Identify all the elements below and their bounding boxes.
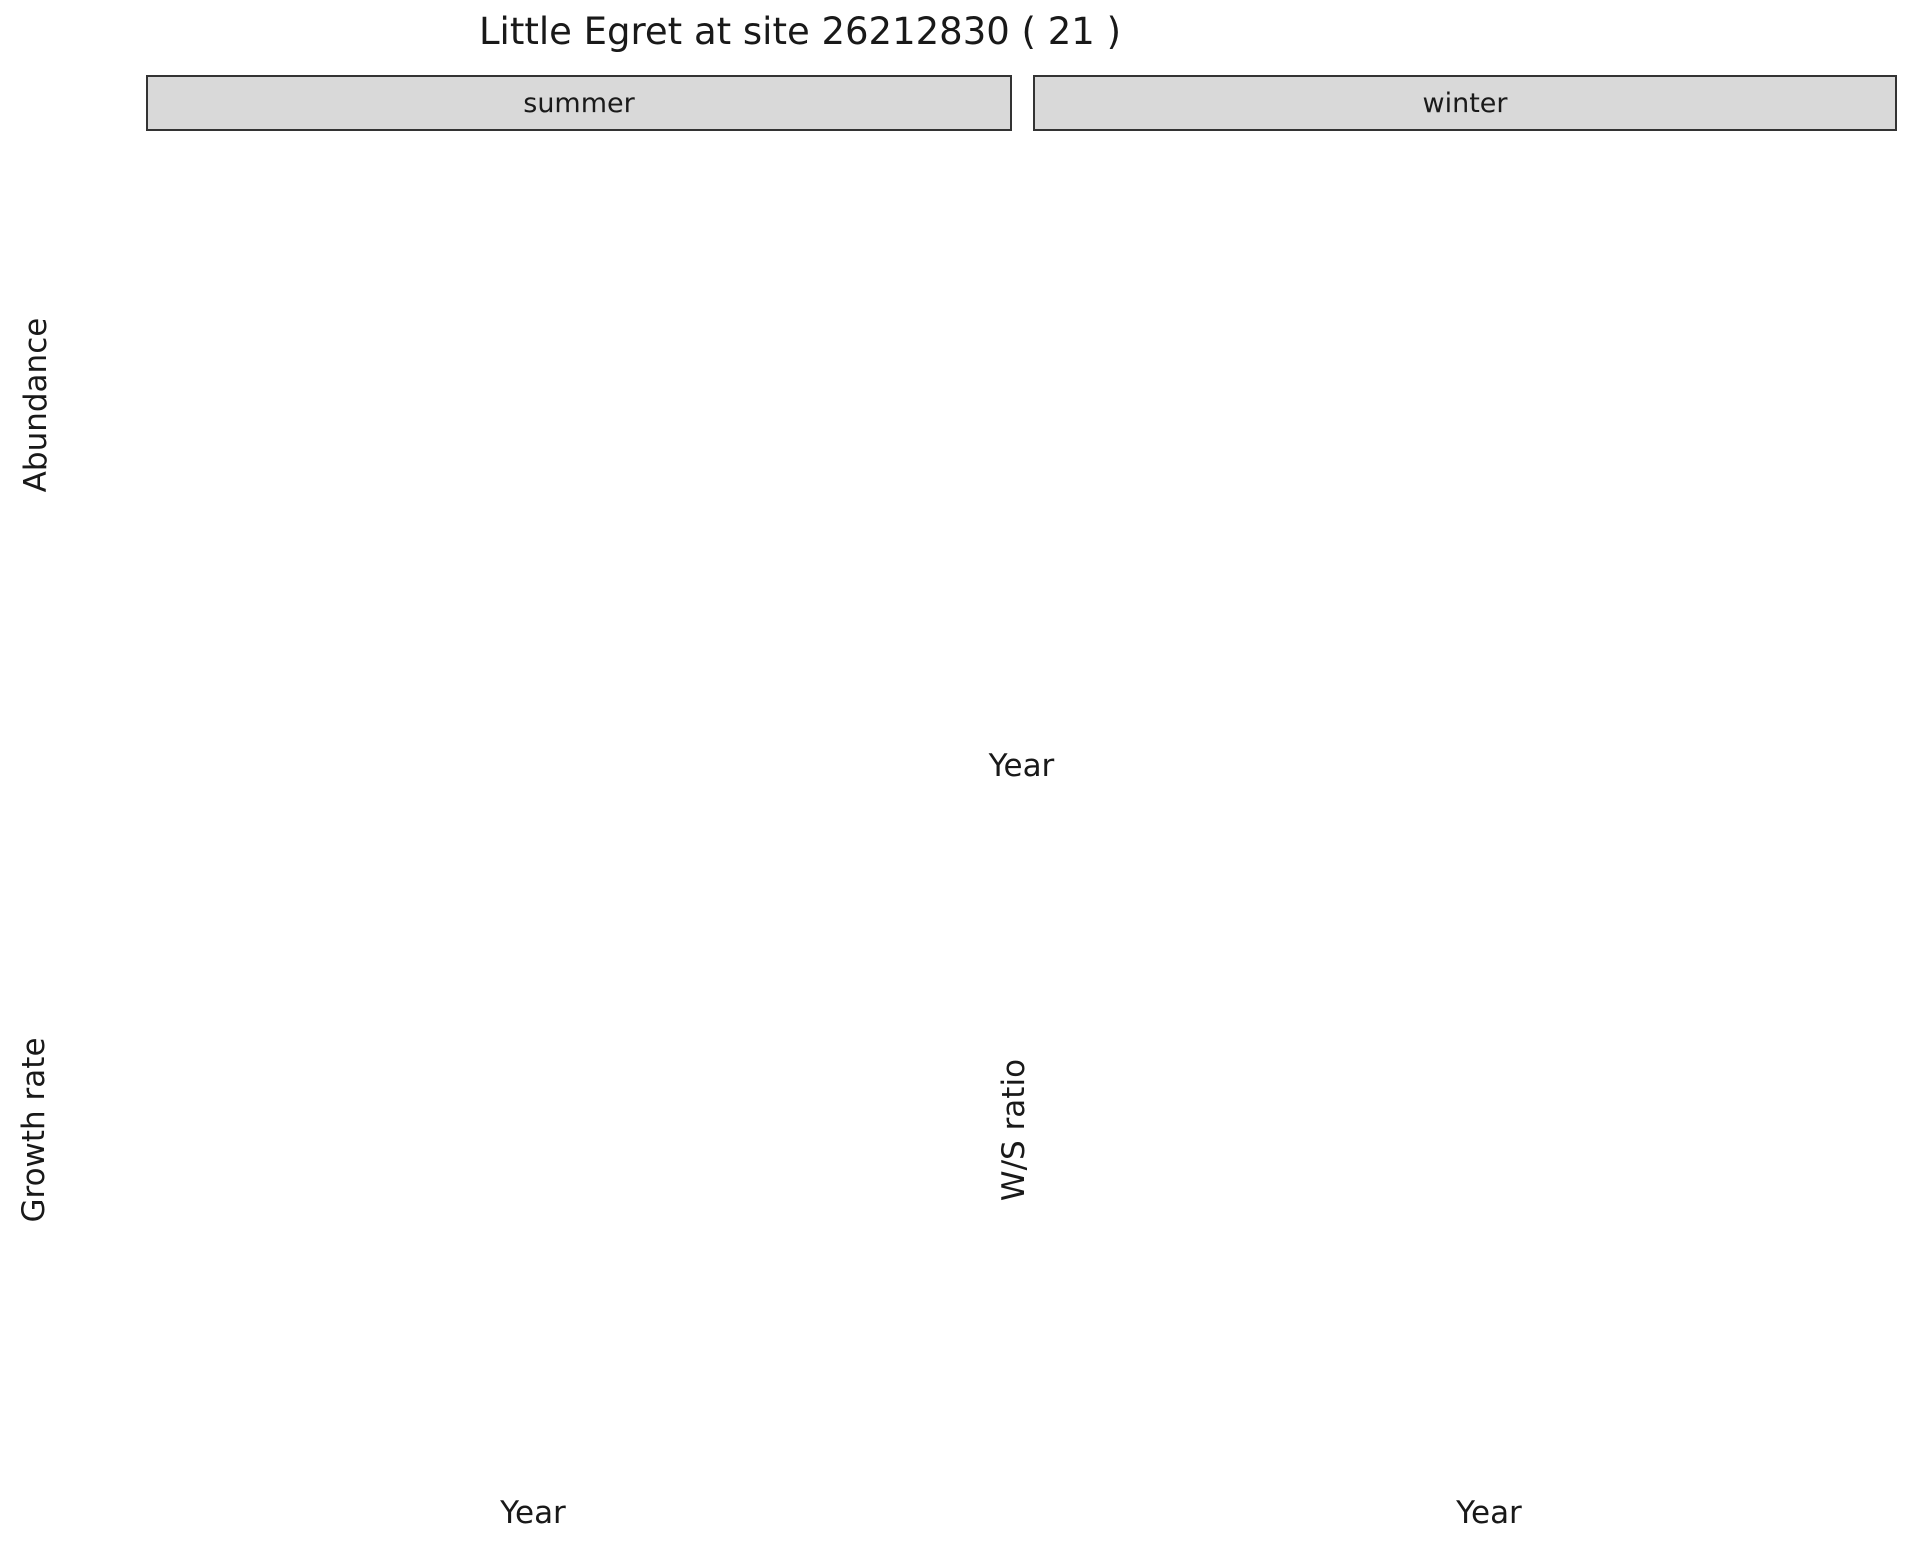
ws-ratio-y-axis-title: W/S ratio [996,1058,1032,1202]
top-x-axis-title: Year [988,748,1055,784]
facet-strip-winter-label: winter [1422,87,1508,119]
facet-strip-summer-label: summer [523,87,635,119]
facet-strip-summer: summer [146,75,1012,131]
chart-title: Little Egret at site 26212830 ( 21 ) [478,10,1122,53]
facet-strip-winter: winter [1033,75,1897,131]
ws-ratio-x-axis-title: Year [1456,1495,1522,1531]
abundance-y-axis-title: Abundance [18,317,54,493]
growth-rate-y-axis-title: Growth rate [16,1037,52,1223]
growth-rate-x-axis-title: Year [500,1495,566,1531]
